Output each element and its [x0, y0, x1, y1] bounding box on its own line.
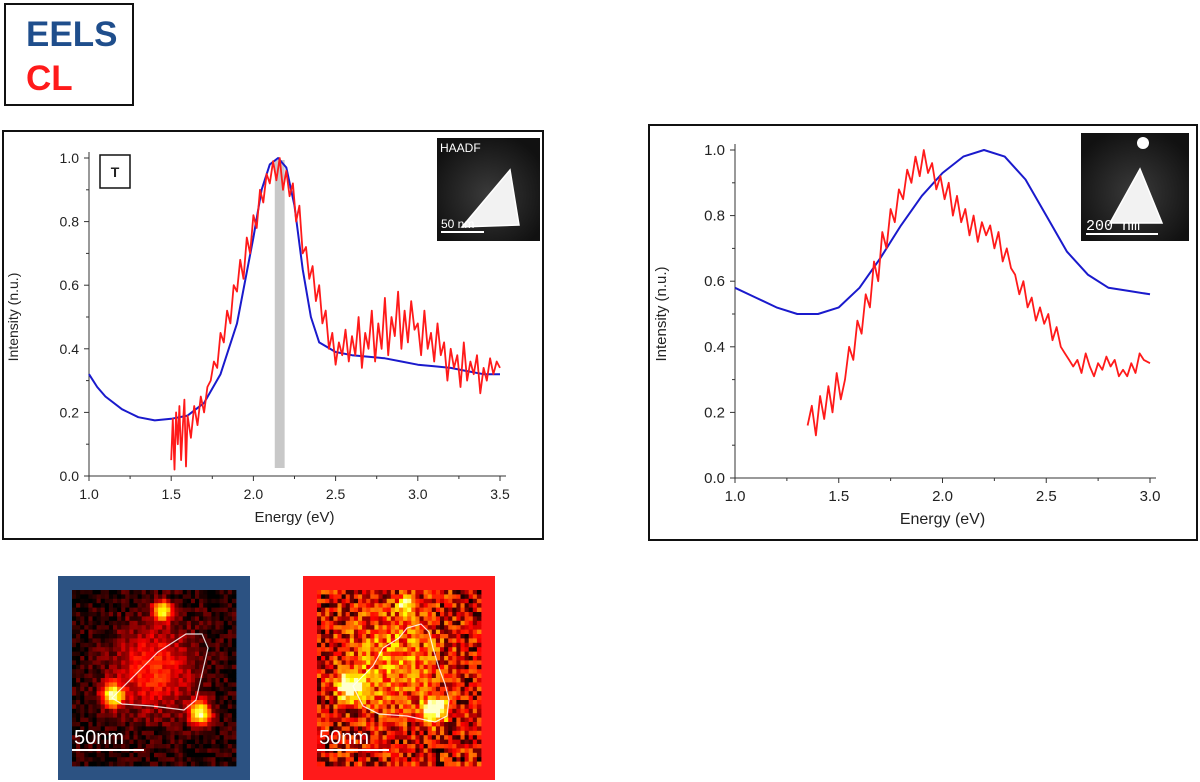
- inset-image: 200 nm: [1081, 133, 1189, 241]
- x-tick-label: 2.5: [1036, 488, 1057, 505]
- y-tick-label: 0.8: [60, 214, 80, 230]
- y-axis-label: Intensity (n.u.): [5, 273, 21, 362]
- y-tick-label: 0.4: [60, 341, 80, 357]
- y-tick-label: 1.0: [60, 150, 80, 166]
- x-tick-label: 3.0: [1140, 488, 1161, 505]
- cl-scalebar-label: 50nm: [319, 727, 369, 749]
- x-tick-label: 2.0: [244, 486, 264, 502]
- x-axis-label: Energy (eV): [900, 511, 985, 528]
- y-tick-label: 0.6: [60, 277, 80, 293]
- chart-left-svg: 1.0 1.5 2.0 2.5 3.0 3.5 0.0 0.2 0.4 0.6 0.8 1.0 Ener…: [5, 138, 540, 526]
- x-tick-label: 1.0: [79, 486, 99, 502]
- nanoparticle-triangle: [460, 168, 520, 228]
- legend-cl-label: CL: [26, 59, 73, 98]
- annotation-box: [99, 154, 131, 189]
- y-tick-label: 0.2: [60, 404, 80, 420]
- legend-eels-label: EELS: [26, 15, 118, 54]
- eels-particle-outline: [111, 633, 209, 711]
- inset-image: HAADF 50 nm: [437, 138, 540, 241]
- x-tick-label: 3.5: [490, 486, 510, 502]
- probe-dot: [1137, 137, 1149, 149]
- cl-map-frame: 50nm: [303, 576, 495, 780]
- y-tick-label: 0.2: [704, 404, 725, 421]
- y-tick-label: 0.0: [60, 468, 80, 484]
- cl-map-image: 50nm: [303, 576, 495, 780]
- inset-scalebar-label: 200 nm: [1086, 218, 1140, 235]
- x-axis-label: Energy (eV): [254, 509, 334, 526]
- cl-pixels: [317, 590, 482, 767]
- inset-label: HAADF: [440, 141, 481, 155]
- nanoparticle-triangle: [1108, 167, 1164, 224]
- annotation-label: T: [111, 164, 120, 180]
- x-tick-label: 3.0: [408, 486, 428, 502]
- highlight-band: [274, 160, 285, 468]
- eels-scalebar-label: 50nm: [74, 727, 124, 749]
- legend-box: EELS CL: [4, 3, 134, 106]
- x-tick-label: 1.0: [725, 488, 746, 505]
- chart-right-svg: 1.0 1.5 2.0 2.5 3.0 0.0 0.2 0.4 0.6 0.8 1.0 Energy …: [653, 133, 1189, 528]
- x-tick-label: 1.5: [161, 486, 181, 502]
- y-axis-label: Intensity (n.u.): [653, 266, 670, 361]
- eels-map-frame: 50nm: [58, 576, 250, 780]
- spectrum-chart-right: 1.0 1.5 2.0 2.5 3.0 0.0 0.2 0.4 0.6 0.8 1.0 Energy …: [648, 124, 1198, 541]
- x-tick-label: 2.5: [326, 486, 346, 502]
- inset-scalebar-label: 50 nm: [441, 217, 474, 231]
- spectrum-chart-left: 1.0 1.5 2.0 2.5 3.0 3.5 0.0 0.2 0.4 0.6 0.8 1.0 Ener…: [2, 130, 544, 540]
- eels-pixels: [72, 590, 237, 767]
- y-tick-label: 1.0: [704, 142, 725, 159]
- y-tick-label: 0.0: [704, 470, 725, 487]
- x-tick-label: 2.0: [932, 488, 953, 505]
- y-tick-label: 0.6: [704, 273, 725, 290]
- cl-series-line: [806, 149, 1151, 437]
- eels-series-line: [734, 149, 1151, 315]
- eels-map-image: 50nm: [58, 576, 250, 780]
- y-tick-label: 0.4: [704, 339, 725, 356]
- cl-series-line: [170, 157, 501, 471]
- eels-series-line: [88, 157, 500, 422]
- y-tick-label: 0.8: [704, 208, 725, 225]
- x-tick-label: 1.5: [828, 488, 849, 505]
- cl-particle-outline: [352, 623, 450, 723]
